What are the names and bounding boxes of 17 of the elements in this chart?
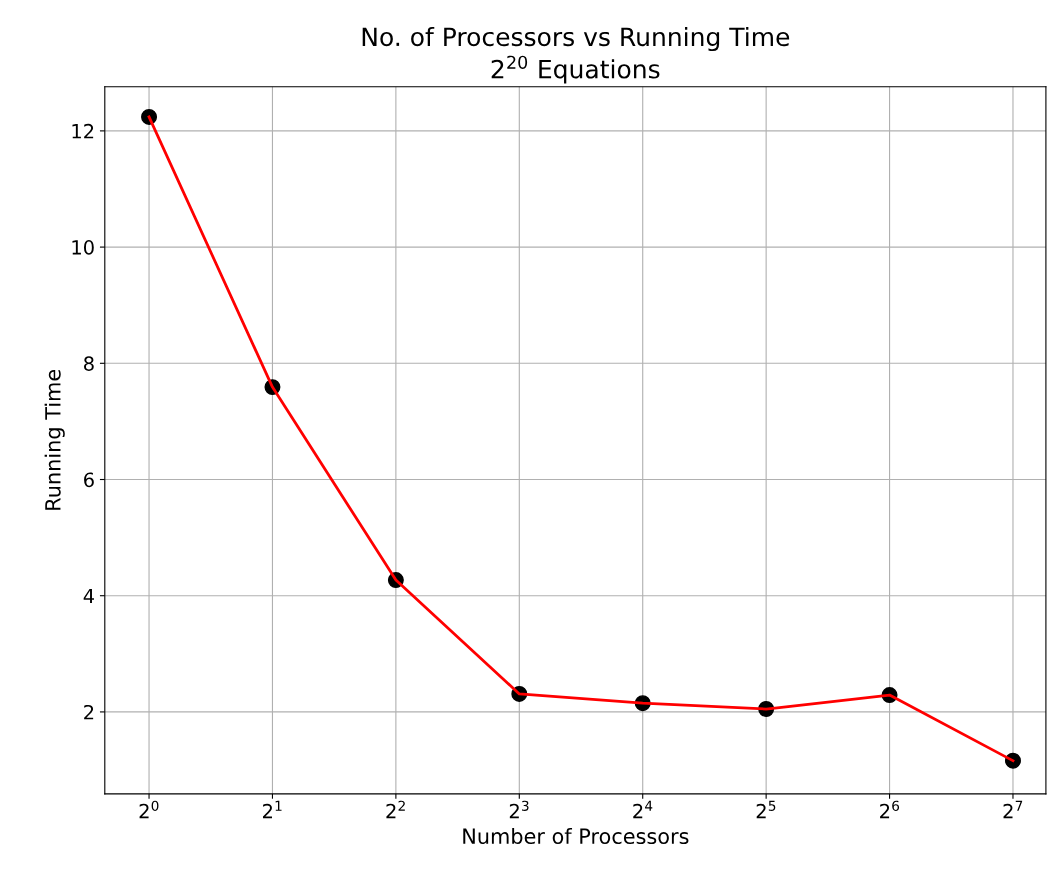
y-tick-label: 10 xyxy=(72,240,94,255)
x-tick-label: 2$^{2}$ xyxy=(386,800,405,819)
y-tick-label: 4 xyxy=(83,588,94,604)
x-tick-label: 2$^{4}$ xyxy=(633,800,653,819)
x-tick-label: 2$^{6}$ xyxy=(880,800,900,819)
x-tick-label: 2$^{5}$ xyxy=(756,800,776,819)
y-axis-title: Running Time xyxy=(44,369,65,510)
x-tick-label: 2$^{0}$ xyxy=(139,800,159,819)
x-tick-label: 2$^{7}$ xyxy=(1003,800,1023,819)
y-tick-label: 6 xyxy=(84,472,94,488)
x-tick-label: 2$^{1}$ xyxy=(263,800,282,819)
y-tick-label: 12 xyxy=(72,123,94,139)
x-tick-label: 2$^{3}$ xyxy=(509,800,529,819)
y-tick-label: 2 xyxy=(84,704,94,720)
x-axis-title: Number of Processors xyxy=(463,827,689,845)
y-tick-label: 8 xyxy=(84,356,94,371)
chart-title: No. of Processors vs Running Time 2$^{20}$ Equations xyxy=(362,26,790,84)
